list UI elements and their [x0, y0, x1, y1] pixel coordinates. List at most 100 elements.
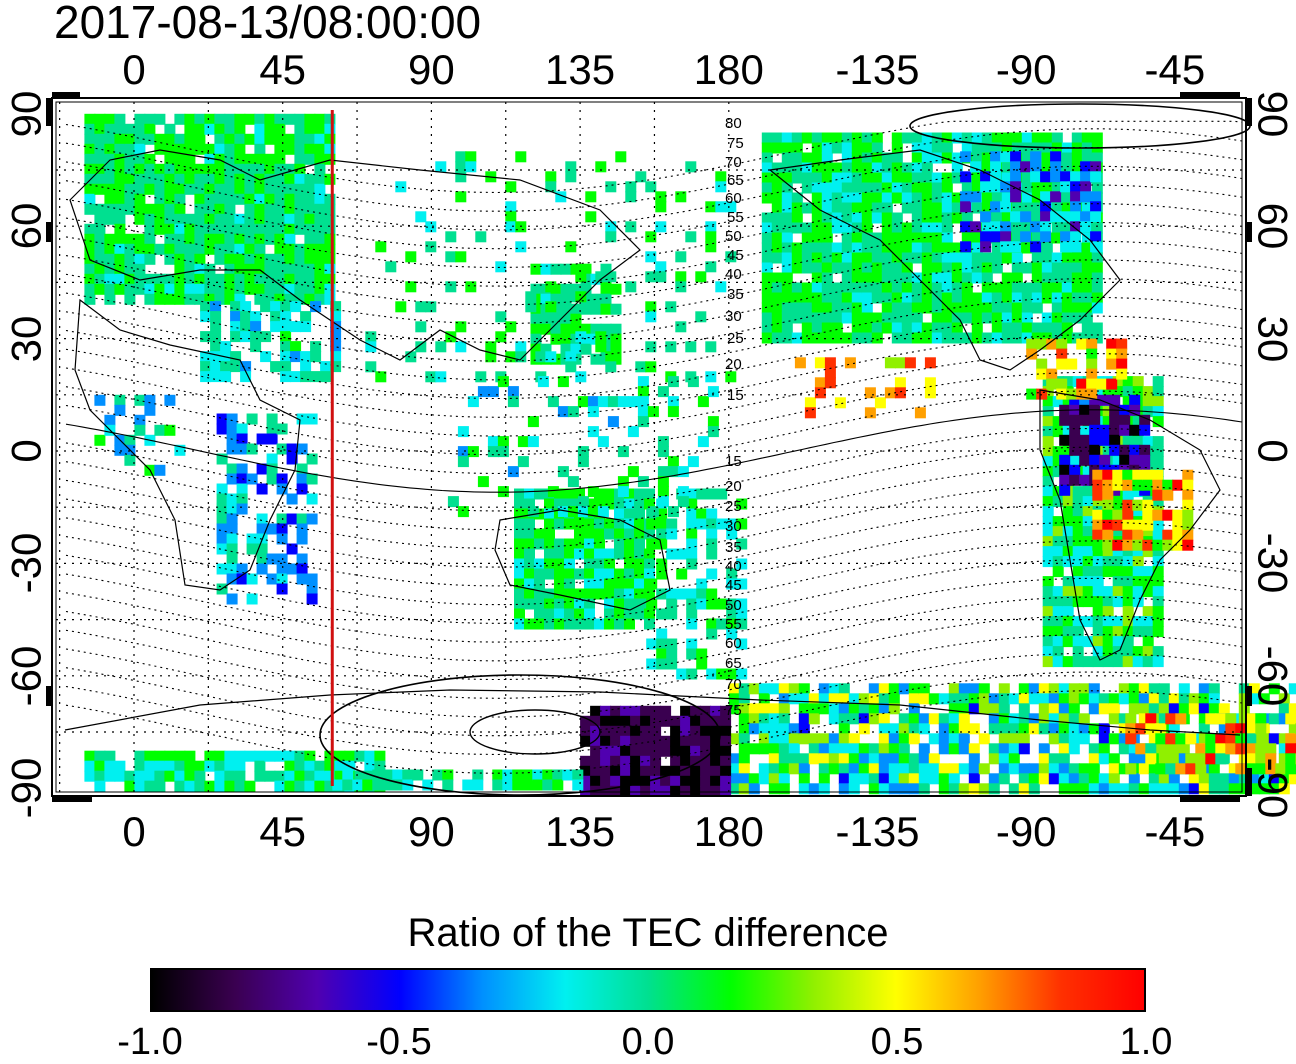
tec-cell	[164, 760, 176, 772]
tec-cell	[226, 423, 238, 435]
tec-cell	[164, 233, 176, 245]
tec-cell	[901, 222, 913, 234]
tec-cell	[564, 618, 575, 630]
tec-cell	[284, 760, 296, 772]
tec-cell	[224, 143, 236, 155]
tec-cell	[700, 705, 712, 717]
tec-cell	[254, 113, 266, 125]
tec-cell	[304, 223, 316, 235]
tec-cell	[908, 763, 920, 775]
tec-cell	[412, 769, 424, 781]
tec-cell	[1042, 436, 1054, 448]
tec-cell	[525, 301, 537, 313]
tec-cell	[1142, 626, 1154, 638]
tec-cell	[878, 753, 890, 765]
tec-cell	[960, 221, 972, 233]
tec-cell	[918, 763, 930, 775]
magnetic-contour	[65, 120, 1243, 194]
tec-cell	[768, 713, 780, 725]
tec-cell	[736, 498, 748, 510]
tec-cell	[804, 397, 816, 409]
tec-cell	[841, 252, 853, 264]
tec-cell	[675, 191, 687, 203]
tec-cell	[958, 693, 970, 705]
tec-cell	[1011, 202, 1023, 214]
tec-cell	[647, 406, 659, 418]
tec-cell	[264, 183, 276, 195]
tec-cell	[614, 498, 625, 510]
tec-cell	[524, 618, 535, 630]
tec-cell	[154, 223, 166, 235]
tec-cell	[1089, 394, 1101, 406]
tec-cell	[1215, 733, 1227, 745]
tec-cell	[1122, 509, 1134, 521]
tec-cell	[660, 775, 672, 787]
tec-cell	[818, 763, 830, 775]
tec-cell	[891, 162, 903, 174]
tec-cell	[1011, 142, 1023, 154]
magnetic-contour	[65, 334, 1243, 418]
tec-cell	[560, 343, 572, 355]
tec-cell	[320, 361, 332, 373]
tec-cell	[246, 593, 258, 605]
tec-cell	[646, 598, 658, 610]
tec-cell	[881, 272, 893, 284]
tec-cell	[234, 263, 246, 275]
tec-cell	[1062, 526, 1074, 538]
tec-cell	[455, 191, 467, 203]
tec-cell	[811, 322, 823, 334]
tec-cell	[236, 493, 248, 505]
tec-cell	[738, 713, 750, 725]
tec-cell	[1139, 444, 1151, 456]
colorbar-tick-label: 0.0	[621, 1021, 675, 1063]
tec-cell	[634, 578, 645, 590]
tec-cell	[1079, 434, 1091, 446]
tec-cell	[194, 173, 206, 185]
tec-cell	[1082, 556, 1094, 568]
tec-cell	[666, 638, 678, 650]
tec-cell	[1198, 783, 1210, 795]
tec-cell	[1122, 436, 1134, 448]
tec-cell	[144, 173, 156, 185]
tec-cell	[477, 386, 489, 398]
tec-cell	[961, 292, 973, 304]
tec-cell	[1132, 529, 1144, 541]
tec-cell	[971, 172, 983, 184]
tec-cell	[587, 506, 599, 518]
tec-cell	[1125, 713, 1137, 725]
tec-cell	[1072, 656, 1084, 668]
tec-cell	[1238, 693, 1250, 705]
tec-cell	[230, 311, 242, 323]
tec-cell	[84, 183, 96, 195]
tec-cell	[254, 770, 266, 782]
tec-cell	[1061, 302, 1073, 314]
tec-cell	[594, 548, 605, 560]
tec-cell	[646, 658, 658, 670]
tec-cell	[1142, 386, 1154, 398]
tec-cell	[625, 181, 637, 193]
tec-cell	[514, 598, 525, 610]
tec-cell	[184, 283, 196, 295]
tec-cell	[240, 371, 252, 383]
tec-cell	[1000, 241, 1012, 253]
tec-cell	[781, 172, 793, 184]
tec-cell	[524, 588, 535, 600]
tec-cell	[1042, 536, 1054, 548]
tec-cell	[941, 272, 953, 284]
tec-cell	[901, 162, 913, 174]
tec-cell	[1000, 231, 1012, 243]
latitude-tick-left: 60	[1, 202, 49, 250]
tec-cell	[564, 578, 575, 590]
tec-cell	[841, 142, 853, 154]
tec-cell	[94, 123, 106, 135]
tec-cell	[1118, 723, 1130, 735]
tec-cell	[174, 133, 186, 145]
tec-cell	[686, 648, 698, 660]
tec-cell	[594, 558, 605, 570]
tec-cell	[938, 773, 950, 785]
tec-cell	[124, 243, 136, 255]
tec-cell	[216, 533, 228, 545]
tec-cell	[1109, 414, 1121, 426]
tec-cell	[1152, 489, 1164, 501]
tec-cell	[1008, 783, 1020, 795]
